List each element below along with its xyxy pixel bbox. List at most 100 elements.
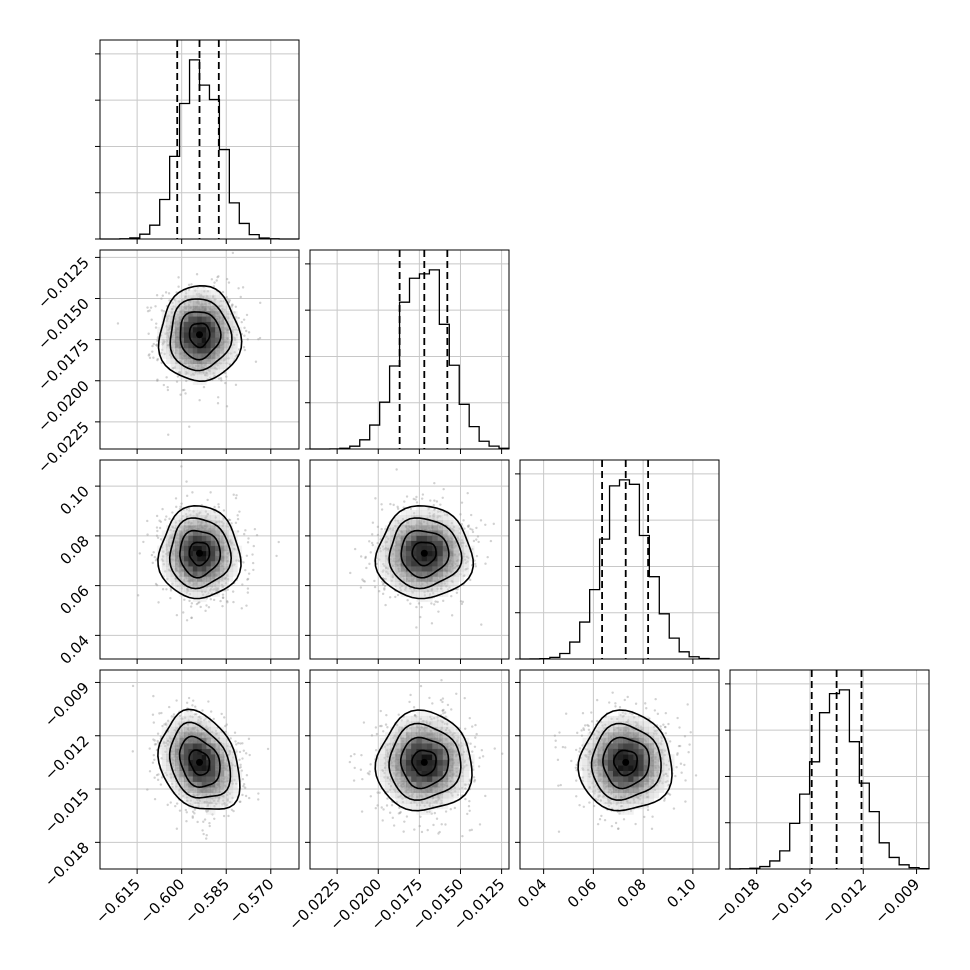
density-cell [201, 721, 207, 728]
density-cell [201, 520, 207, 526]
density-cell [170, 721, 176, 728]
sample-point [168, 735, 171, 738]
density-cell [206, 792, 212, 799]
sample-point [361, 578, 364, 581]
sample-point [226, 799, 229, 802]
sample-point [239, 765, 242, 769]
sample-point [439, 587, 443, 590]
sample-point [406, 719, 409, 722]
density-cell [405, 520, 412, 526]
density-cell [228, 347, 234, 354]
sample-point [359, 555, 363, 558]
density-cell [215, 743, 220, 750]
sample-point [208, 821, 211, 825]
sample-point [259, 301, 262, 305]
sample-point [161, 348, 164, 352]
sample-point [206, 513, 209, 516]
sample-point [189, 799, 193, 802]
density-cell [183, 374, 189, 380]
density-cell [192, 555, 198, 562]
density-cell [183, 792, 189, 799]
sample-point [245, 554, 249, 557]
sample-point [154, 559, 158, 562]
density-cell [219, 560, 225, 567]
sample-point [371, 521, 375, 524]
density-cell [215, 581, 220, 587]
x-tick-label-p1: −0.585 [181, 875, 233, 927]
density-cell [175, 754, 180, 761]
density-cell [405, 571, 412, 577]
sample-point [247, 331, 251, 334]
density-cell [232, 781, 238, 788]
density-cell [215, 770, 220, 777]
density-cell [447, 560, 454, 567]
density-cell [188, 316, 194, 322]
density-cell [179, 353, 185, 359]
density-cell [197, 560, 203, 567]
density-cell [219, 347, 225, 354]
sample-point [415, 501, 419, 504]
density-cell [426, 504, 433, 511]
density-cell [223, 540, 229, 547]
density-peak-marker [196, 758, 203, 766]
density-cell [188, 743, 194, 750]
sample-point [185, 508, 189, 511]
sample-point [227, 525, 230, 528]
sample-point [412, 512, 416, 515]
sample-point [205, 837, 208, 840]
contour-level-1 [188, 749, 211, 776]
density-cell [421, 596, 428, 603]
density-cell [223, 358, 229, 364]
sample-point [235, 559, 238, 562]
sample-point [186, 709, 189, 713]
sample-point [194, 801, 197, 805]
sample-point [235, 333, 239, 336]
density-cell [215, 311, 220, 317]
density-cell [442, 510, 449, 516]
density-cell [170, 530, 176, 536]
sample-point [217, 503, 220, 506]
sample-point [220, 520, 223, 524]
density-cell [421, 581, 428, 587]
sample-point [236, 517, 240, 521]
sample-point [474, 562, 477, 566]
sample-point [185, 819, 188, 823]
density-cell [206, 295, 212, 301]
sample-point [349, 571, 352, 575]
density-cell [432, 550, 438, 557]
density-cell [458, 571, 465, 577]
sample-point [147, 332, 150, 335]
sample-point [164, 771, 167, 775]
density-cell [405, 586, 412, 592]
density-cell [228, 571, 234, 577]
contour-level-3 [168, 517, 233, 590]
sample-point [421, 493, 425, 496]
sample-point [398, 586, 402, 589]
density-cell [183, 337, 189, 343]
sample-point [364, 556, 367, 560]
sample-point [180, 465, 183, 468]
sample-point [440, 823, 443, 826]
density-cell [219, 792, 225, 799]
density-cell [223, 781, 229, 788]
sample-point [190, 373, 193, 377]
density-cell [197, 566, 203, 572]
sample-point [194, 289, 197, 292]
density-cell [458, 545, 465, 552]
density-cell [411, 535, 417, 541]
density-cell [210, 759, 216, 766]
sample-point [242, 318, 246, 321]
density-cell [442, 540, 449, 547]
density-cell [192, 726, 198, 733]
density-cell [166, 305, 172, 312]
sample-point [205, 810, 208, 813]
density-cell [400, 566, 407, 572]
sample-point [241, 286, 245, 289]
sample-point [219, 377, 223, 380]
density-cell [175, 540, 180, 547]
sample-point [240, 607, 243, 610]
sample-point [173, 366, 177, 369]
density-cell [206, 737, 212, 744]
sample-point [232, 493, 235, 496]
sample-point [196, 820, 199, 824]
